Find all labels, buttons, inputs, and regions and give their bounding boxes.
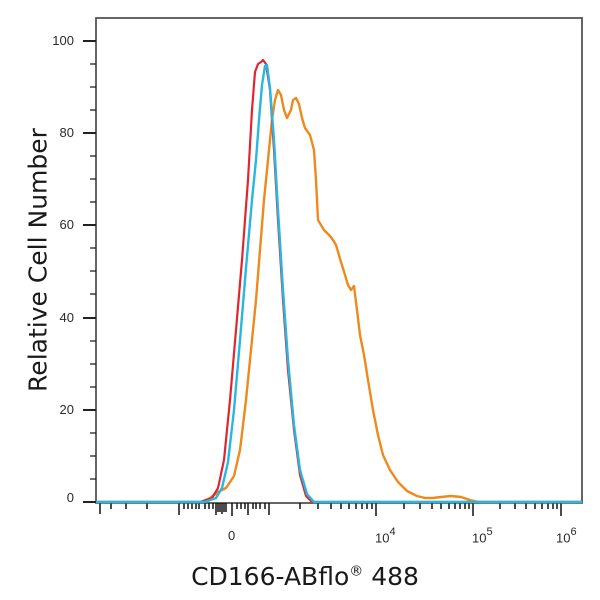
y-tick-60: 60 bbox=[59, 217, 74, 232]
x-tick-1e6: 106 bbox=[556, 526, 577, 546]
x-tick-1e5: 105 bbox=[472, 526, 493, 546]
y-tick-0: 0 bbox=[66, 490, 74, 505]
x-axis-label-main: CD166-ABflo bbox=[191, 562, 350, 591]
registered-mark: ® bbox=[349, 563, 364, 580]
series-red-control bbox=[96, 58, 582, 504]
y-axis-minor-ticks bbox=[90, 63, 96, 480]
x-axis-label-tail: 488 bbox=[363, 562, 419, 591]
y-tick-80: 80 bbox=[59, 125, 74, 140]
series-cyan-isotype bbox=[96, 63, 582, 504]
y-tick-40: 40 bbox=[59, 310, 74, 325]
y-axis-major-ticks bbox=[83, 40, 96, 503]
y-tick-20: 20 bbox=[59, 402, 74, 417]
x-axis-ticks bbox=[99, 503, 562, 516]
series-orange-cd166 bbox=[96, 88, 582, 504]
plot-frame bbox=[95, 17, 583, 504]
x-tick-0: 0 bbox=[228, 528, 236, 543]
y-tick-100: 100 bbox=[52, 33, 74, 48]
x-tick-1e4: 104 bbox=[375, 526, 396, 546]
x-axis-label: CD166-ABflo® 488 bbox=[0, 562, 600, 591]
